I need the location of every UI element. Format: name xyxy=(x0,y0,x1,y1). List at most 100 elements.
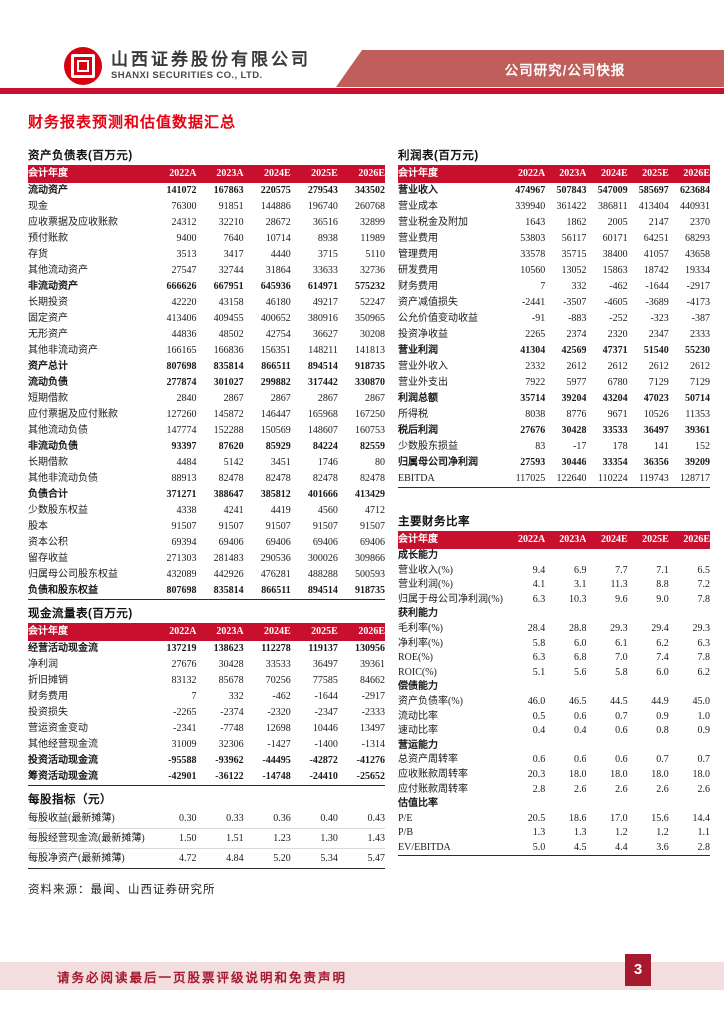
cell-value: 152 xyxy=(695,441,710,452)
column-header-year: 2022A xyxy=(149,165,197,183)
table-row: 其他流动资产 27547 32744 31864 33633 32736 xyxy=(28,263,385,279)
row-label: 营业成本 xyxy=(398,201,438,212)
table-row: 利润总额 35714 39204 43204 47023 50714 xyxy=(398,391,710,407)
cell-value: 117025 xyxy=(515,473,546,484)
cell-value: 91507 xyxy=(171,521,197,532)
table-row: P/E 20.5 18.6 17.0 15.6 14.4 xyxy=(398,812,710,827)
cell-value: 350965 xyxy=(355,313,385,324)
cell-value: 141072 xyxy=(166,185,197,196)
cell-value: 85929 xyxy=(265,441,291,452)
cell-value: 32899 xyxy=(360,217,385,228)
cell-value: 85678 xyxy=(218,675,244,686)
row-label: 资产总计 xyxy=(28,361,68,372)
row-label: 每股经营现金流(最新摊薄) xyxy=(28,828,150,849)
row-label: 营运资金变动 xyxy=(28,723,88,734)
table-row: 管理费用 33578 35715 38400 41057 43658 xyxy=(398,247,710,263)
cell-value: -2341 xyxy=(173,723,197,734)
column-header-year: 2023A xyxy=(196,165,244,183)
row-label: 预付账款 xyxy=(28,233,68,244)
table-row: 归属母公司净利润 27593 30446 33354 36356 39209 xyxy=(398,455,710,471)
cell-value: 141813 xyxy=(355,345,385,356)
cell-value: 18.0 xyxy=(568,768,587,780)
row-label: 应收票据及应收账款 xyxy=(28,217,118,228)
cell-value: 39361 xyxy=(360,659,385,670)
column-header-year: 2026E xyxy=(337,623,385,641)
cell-value: 44.9 xyxy=(651,695,669,707)
cell-value: 5.20 xyxy=(273,853,291,864)
table-row: 经营活动现金流 137219 138623 112278 119137 130956 xyxy=(28,641,385,657)
column-header-year: 2025E xyxy=(627,531,669,549)
cell-value: -1314 xyxy=(361,739,385,750)
cell-value: 150569 xyxy=(260,425,291,436)
balance-sheet-title: 资产负债表(百万元) xyxy=(28,150,133,162)
cell-value: 332 xyxy=(228,691,244,702)
cell-value: 1.30 xyxy=(290,828,338,849)
cell-value: 1.1 xyxy=(697,827,711,839)
cell-value: -25652 xyxy=(356,771,385,782)
cell-value: 87620 xyxy=(218,441,244,452)
table-row: 营业利润(%) 4.1 3.1 11.3 8.8 7.2 xyxy=(398,578,710,593)
row-label: 财务费用 xyxy=(398,281,438,292)
cell-value: 33354 xyxy=(602,457,628,468)
cell-value: 69394 xyxy=(171,537,197,548)
cell-value: 64251 xyxy=(643,233,669,244)
cell-value: 32744 xyxy=(218,265,244,276)
cell-value: 2320 xyxy=(607,329,628,340)
row-label: 应付票据及应付账款 xyxy=(28,409,118,420)
cell-value: 4241 xyxy=(223,505,244,516)
row-label: 其他流动负债 xyxy=(28,425,88,436)
row-label: 公允价值变动收益 xyxy=(398,313,478,324)
row-label: 留存收益 xyxy=(28,553,68,564)
table-row: 少数股东权益 4338 4241 4419 4560 4712 xyxy=(28,503,385,519)
table-row: 其他非流动资产 166165 166836 156351 148211 141813 xyxy=(28,343,385,359)
cell-value: 88913 xyxy=(171,473,197,484)
cell-value: 33633 xyxy=(312,265,338,276)
cell-value: -883 xyxy=(568,313,587,324)
table-row: 流动资产 141072 167863 220575 279543 343502 xyxy=(28,183,385,199)
cell-value: 401666 xyxy=(307,489,338,500)
cell-value: 119137 xyxy=(308,643,338,654)
cell-value: 166836 xyxy=(213,345,244,356)
table-row: 净利润 27676 30428 33533 36497 39361 xyxy=(28,657,385,673)
cell-value: 807698 xyxy=(166,585,197,596)
cell-value: 160753 xyxy=(355,425,385,436)
cell-value: 91507 xyxy=(312,521,338,532)
cell-value: 24312 xyxy=(171,217,197,228)
cell-value: 119743 xyxy=(639,473,669,484)
table-row: EV/EBITDA 5.0 4.5 4.4 3.6 2.8 xyxy=(398,841,710,856)
left-column: 资产负债表(百万元) 会计年度 2022A 2023A 2024E 2025E 2026E… xyxy=(28,148,385,897)
table-row: 应付账款周转率 2.8 2.6 2.6 2.6 2.6 xyxy=(398,783,710,798)
column-header-label: 会计年度 xyxy=(398,165,505,183)
cell-value: 1.2 xyxy=(615,827,628,839)
cell-value: 36627 xyxy=(312,329,338,340)
cell-value: 6.3 xyxy=(532,593,546,605)
cell-value: 91507 xyxy=(218,521,244,532)
table-row: 股本 91507 91507 91507 91507 91507 xyxy=(28,519,385,535)
row-label: 负债合计 xyxy=(28,489,68,500)
section-label: 营运能力 xyxy=(398,739,438,751)
cell-value: 918735 xyxy=(355,361,385,372)
table-row: 归属于母公司净利润(%) 6.3 10.3 9.6 9.0 7.8 xyxy=(398,593,710,608)
cell-value: 442926 xyxy=(213,569,244,580)
row-label: 每股收益(最新摊薄) xyxy=(28,809,150,829)
cell-value: 69406 xyxy=(312,537,338,548)
table-row: 营运资金变动 -2341 -7748 12698 10446 13497 xyxy=(28,721,385,737)
cell-value: -14748 xyxy=(262,771,291,782)
cell-value: 0.7 xyxy=(615,710,628,722)
cell-value: 46180 xyxy=(265,297,291,308)
row-label: 营业外收入 xyxy=(398,361,448,372)
column-header-label: 会计年度 xyxy=(28,623,150,641)
cell-value: 7.4 xyxy=(656,652,669,664)
cell-value: 0.8 xyxy=(656,725,669,737)
cell-value: 83132 xyxy=(171,675,197,686)
cell-value: 167863 xyxy=(213,185,244,196)
cell-value: 10446 xyxy=(312,723,338,734)
column-header-year: 2024E xyxy=(586,165,628,183)
cell-value: 4.72 xyxy=(179,853,197,864)
column-header-year: 2025E xyxy=(627,165,669,183)
cell-value: 0.30 xyxy=(149,809,197,829)
cell-value: 309866 xyxy=(355,553,385,564)
row-label: 股本 xyxy=(28,521,48,532)
table-row: 营业收入(%) 9.4 6.9 7.7 7.1 6.5 xyxy=(398,564,710,579)
cell-value: -1400 xyxy=(314,739,338,750)
